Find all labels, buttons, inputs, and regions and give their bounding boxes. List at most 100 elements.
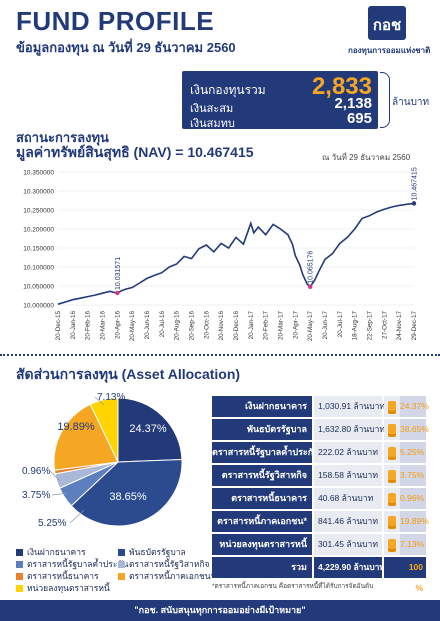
bracket-icon: [380, 72, 390, 128]
annotation-label: 10.467415: [412, 167, 419, 200]
legend-swatch: [16, 561, 23, 568]
coin-stack-icon: [388, 516, 396, 526]
asset-name: ตราสารหนี้ภาคเอกชน*: [212, 511, 312, 532]
asset-percent: 19.89%: [400, 511, 429, 532]
pie-slice: [117, 397, 183, 463]
contribution-value: 695: [346, 110, 372, 127]
asset-amount: 158.58 ล้านบาท: [314, 465, 382, 486]
x-tick-label: 24-Nov-17: [396, 311, 403, 341]
legend-label: ตราสารหนี้รัฐวิสาหกิจ: [129, 559, 210, 569]
x-tick-label: 27-Oct-17: [381, 311, 388, 339]
pie-slice: [89, 397, 119, 463]
x-tick-label: 29-Dec-17: [411, 311, 418, 341]
x-tick-label: 20-Dec-16: [233, 311, 240, 341]
coin-icon-cell: [384, 465, 400, 486]
table-row: ตราสารหนี้รัฐบาลค้ำประกัน 222.02 ล้านบาท 5…: [212, 442, 426, 463]
page-subtitle: ข้อมูลกองทุน ณ วันที่ 29 ธันวาคม 2560: [16, 40, 236, 55]
legend-swatch: [118, 573, 125, 580]
logo-caption: กองทุนการออมแห่งชาติ: [348, 46, 431, 55]
coin-stack-icon: [388, 470, 396, 480]
header: FUND PROFILE ข้อมูลกองทุน ณ วันที่ 29 ธั…: [0, 0, 440, 62]
x-tick-label: 18-Aug-17: [352, 311, 359, 341]
table-row: เงินฝากธนาคาร 1,030.91 ล้านบาท 24.37%: [212, 396, 429, 417]
allocation-heading: สัดส่วนการลงทุน (Asset Allocation): [16, 366, 241, 382]
asset-amount: 4,229.90 ล้านบาท: [314, 557, 385, 578]
asset-percent: 7.13%: [400, 534, 426, 555]
coin-stack-icon: [388, 493, 396, 503]
asset-percent: 38.65%: [400, 419, 429, 440]
x-tick-label: 22-Sep-17: [367, 311, 374, 341]
legend-item: ตราสารหนี้รัฐวิสาหกิจ: [118, 557, 210, 571]
leader-line: [69, 509, 85, 524]
asset-amount: 222.02 ล้านบาท: [314, 442, 382, 463]
table-row: ตราสารหนี้รัฐวิสาหกิจ 158.58 ล้านบาท 3.75%: [212, 465, 426, 486]
coin-stack-icon: [388, 539, 396, 549]
asset-name: ตราสารหนี้รัฐบาลค้ำประกัน: [212, 442, 312, 463]
legend-label: เงินฝากธนาคาร: [27, 547, 86, 557]
x-tick-label: 20-Dec-15: [55, 311, 62, 341]
coin-stack-icon: [388, 424, 396, 434]
pie-slice-label: 3.75%: [22, 490, 50, 501]
footer-slogan: "กอช. สนับสนุนทุกการออมอย่างมีเป้าหมาย": [0, 600, 440, 621]
annotation-marker: [307, 284, 313, 289]
annotation-label: 10.031571: [115, 257, 122, 290]
x-tick-label: 20-May-16: [129, 311, 136, 342]
annotation-label: 10.065176: [308, 251, 315, 284]
coin-icon-cell: [384, 442, 400, 463]
asset-name: พันธบัตรรัฐบาล: [212, 419, 312, 440]
table-row: พันธบัตรรัฐบาล 1,632.80 ล้านบาท 38.65%: [212, 419, 429, 440]
x-tick-label: 20-Apr-16: [114, 311, 121, 339]
y-tick-label: 10.350000: [23, 170, 54, 177]
legend-item: ตราสารหนี้ภาคเอกชน*: [118, 569, 214, 583]
nav-line-chart: 10.000000 10.050000 10.100000 10.150000 10.2…: [23, 167, 419, 342]
coin-icon-cell: [384, 396, 400, 417]
x-tick-label: 20-Jul-16: [159, 311, 166, 338]
nav-date-note: ณ วันที่ 29 ธันวาคม 2560: [322, 153, 411, 162]
asset-amount: 40.68 ล้านบาท: [314, 488, 382, 509]
asset-name: รวม: [212, 557, 312, 578]
x-tick-label: 20-Mar-16: [100, 311, 107, 341]
asset-amount: 841.46 ล้านบาท: [314, 511, 382, 532]
contribution-label: เงินสมทบ: [190, 118, 235, 130]
total-fund-value: 2,833: [311, 73, 372, 100]
legend-item: ตราสารหนี้ธนาคาร: [16, 569, 99, 583]
asset-percent: 0.96%: [400, 488, 426, 509]
legend-swatch: [118, 561, 125, 568]
asset-percent: 3.75%: [400, 465, 426, 486]
nav-series-line: [57, 202, 415, 305]
x-tick-label: 20-Feb-16: [85, 311, 92, 341]
x-tick-label: 20-Jun-16: [144, 311, 151, 340]
legend-label: พันธบัตรรัฐบาล: [129, 547, 186, 557]
x-tick-label: 20-Apr-17: [292, 311, 299, 339]
asset-amount: 1,632.80 ล้านบาท: [314, 419, 385, 440]
legend-swatch: [118, 549, 125, 556]
leader-line: [51, 492, 69, 496]
y-tick-label: 10.150000: [23, 246, 54, 253]
asset-name: เงินฝากธนาคาร: [212, 396, 312, 417]
x-tick-label: 20-Oct-16: [203, 311, 210, 339]
legend-label: ตราสารหนี้ภาคเอกชน*: [129, 571, 214, 581]
page-title: FUND PROFILE: [16, 6, 215, 36]
nav-heading: สถานะการลงทุน: [16, 130, 109, 145]
legend-swatch: [16, 585, 23, 592]
pie-slice: [70, 458, 183, 527]
legend-item: เงินฝากธนาคาร: [16, 545, 86, 559]
legend-item: หน่วยลงทุนตราสารหนี้: [16, 581, 110, 595]
section-divider: [0, 354, 440, 356]
leader-line: [94, 396, 105, 406]
pie-slice-label: 24.37%: [129, 423, 167, 435]
x-tick-label: 20-Aug-16: [174, 311, 181, 341]
allocation-pie-chart: 24.37% 38.65% 5.25% 3.75% 0.96% 19.89% 7.13%: [22, 392, 183, 529]
coin-icon-cell: [384, 419, 400, 440]
coin-icon-cell: [384, 557, 400, 578]
legend-item: ตราสารหนี้รัฐบาลค้ำประกัน: [16, 557, 128, 571]
table-row: ตราสารหนี้ภาคเอกชน* 841.46 ล้านบาท 19.89%: [212, 511, 429, 532]
asset-percent: 24.37%: [400, 396, 429, 417]
y-tick-label: 10.100000: [23, 265, 54, 272]
logo-text: กอช: [372, 17, 402, 34]
x-tick-label: 20-Feb-17: [263, 311, 270, 341]
x-tick-label: 20-Jan-16: [70, 311, 77, 340]
table-total-row: รวม 4,229.90 ล้านบาท 100 %: [212, 557, 426, 593]
pie-slice-label: 19.89%: [57, 421, 95, 433]
x-tick-label: 20-Sep-16: [189, 311, 196, 341]
